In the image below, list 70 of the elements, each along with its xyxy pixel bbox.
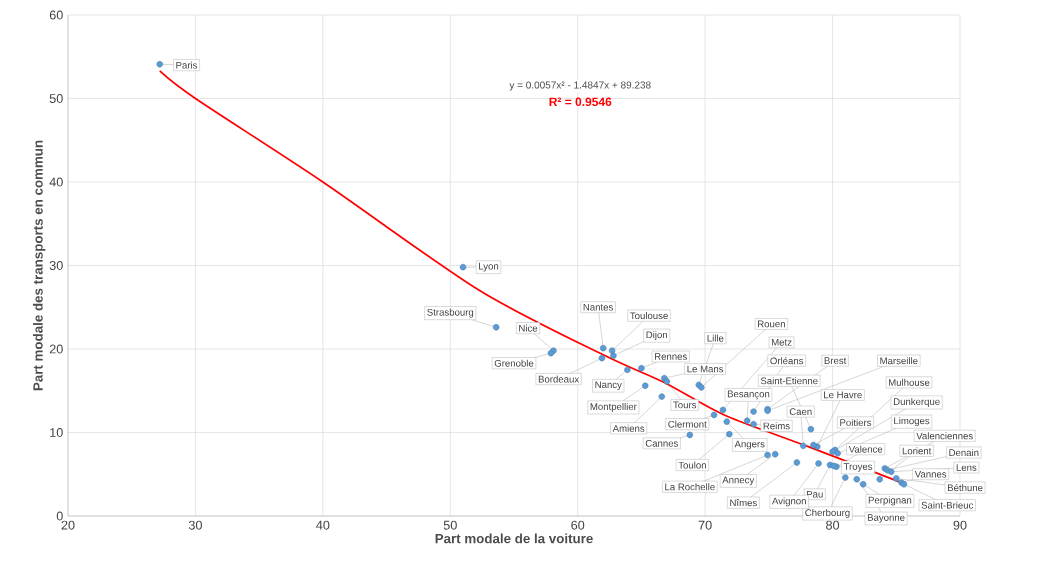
annotation: Bayonne — [867, 514, 905, 523]
annotation: Nancy — [595, 381, 622, 391]
annotation: Caen — [789, 408, 812, 415]
annotation: Avignon — [772, 497, 806, 507]
annotation: R² = 0.9546 — [549, 97, 612, 107]
x-axis-title: Part modale de la voiture — [435, 533, 593, 544]
x-tick-label: 30 — [188, 520, 202, 530]
annotation: Lorient — [902, 447, 932, 455]
x-tick-label: 40 — [316, 520, 330, 530]
annotation: Limoges — [894, 417, 930, 427]
x-tick-label: 20 — [61, 520, 75, 530]
annotation: Le Havre — [824, 391, 862, 399]
x-tick-label: 90 — [953, 520, 967, 530]
annotation: Nîmes — [730, 499, 757, 507]
annotation: Rouen — [758, 320, 785, 328]
annotation: Nice — [519, 324, 538, 332]
annotation: Vannes — [914, 470, 947, 478]
x-tick-label: 80 — [826, 520, 840, 530]
annotation: Poitiers — [840, 418, 872, 426]
y-axis-title: Part modale des transports en commun — [32, 140, 46, 391]
annotation: Toulouse — [630, 312, 668, 320]
annotation: Perpignan — [868, 496, 912, 506]
annotation: Paris — [176, 61, 198, 69]
annotation: Le Mans — [687, 365, 724, 373]
annotation: Nantes — [583, 303, 613, 311]
annotation: Amiens — [612, 424, 645, 432]
annotation: Denain — [949, 448, 979, 457]
annotation: Troyes — [843, 463, 873, 472]
annotation: Mulhouse — [889, 378, 930, 386]
annotation: Toulon — [678, 461, 706, 469]
annotation: Montpellier — [590, 402, 637, 412]
annotation: y = 0.0057x² - 1.4847x + 89.238 — [509, 81, 651, 91]
annotation: Reims — [763, 422, 790, 430]
annotation: Marseille — [880, 357, 918, 365]
annotation: Annecy — [722, 476, 755, 486]
y-tick-label: 20 — [49, 344, 63, 354]
annotation: Cannes — [645, 439, 678, 447]
annotation: Valence — [848, 445, 883, 453]
annotation: La Rochelle — [665, 483, 715, 491]
y-tick-label: 0 — [56, 511, 63, 521]
annotation: Strasbourg — [427, 308, 474, 318]
annotation: Lille — [707, 334, 724, 342]
annotation: Saint-Brieuc — [921, 501, 974, 509]
annotation: Metz — [771, 338, 792, 346]
y-tick-label: 30 — [49, 261, 63, 270]
annotation: Besançon — [727, 390, 770, 400]
annotation: Cherbourg — [805, 509, 850, 518]
x-tick-label: 60 — [571, 520, 585, 530]
annotation: Clermont — [668, 420, 707, 428]
x-tick-label: 70 — [698, 520, 712, 530]
x-tick-label: 50 — [443, 520, 457, 530]
annotation: Orléans — [770, 357, 804, 365]
annotation: Dunkerque — [893, 397, 940, 407]
annotation: Rennes — [654, 353, 687, 360]
y-tick-label: 10 — [50, 428, 63, 437]
y-tick-label: 60 — [49, 10, 63, 20]
annotation: Angers — [734, 440, 765, 450]
annotation: Lens — [956, 464, 977, 471]
annotation: Tours — [673, 401, 697, 409]
annotation: Bordeaux — [538, 375, 580, 383]
annotation: Dijon — [646, 331, 668, 341]
annotation: Valenciennes — [916, 432, 973, 440]
annotation: Grenoble — [494, 359, 534, 367]
annotation: Béthune — [948, 484, 983, 492]
annotation: Brest — [824, 357, 847, 365]
y-tick-label: 40 — [49, 177, 63, 187]
annotation: Pau — [806, 490, 823, 498]
annotation: Saint-Etienne — [760, 377, 818, 385]
annotation: Lyon — [479, 262, 499, 272]
y-tick-label: 50 — [49, 94, 63, 103]
